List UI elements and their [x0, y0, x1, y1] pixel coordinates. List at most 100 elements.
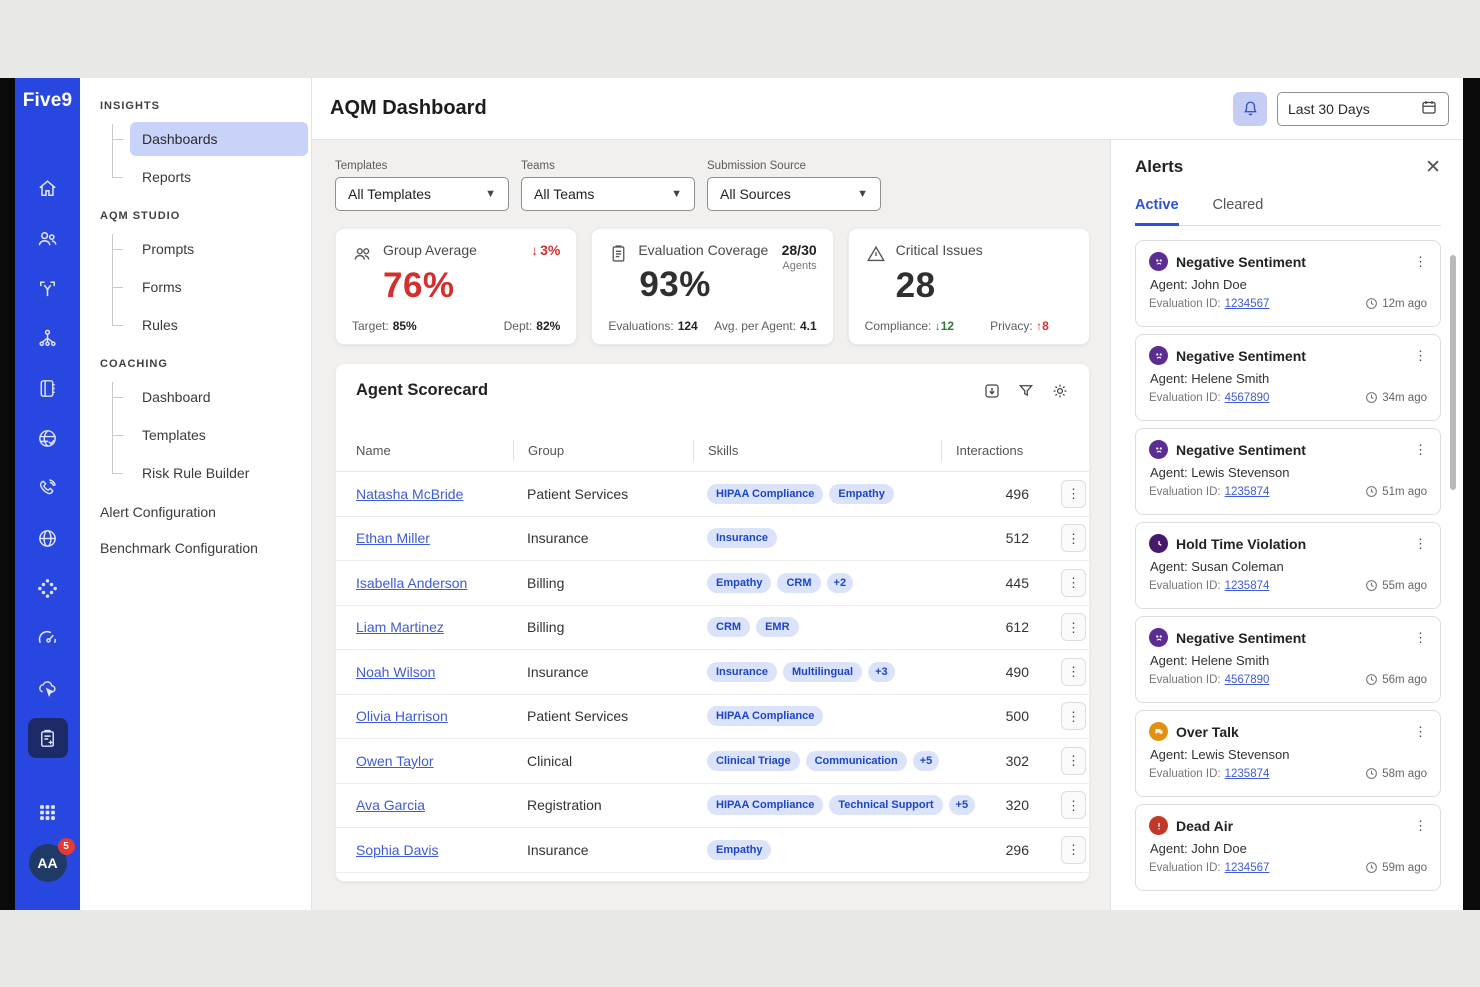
evaluation-id-label: Evaluation ID:	[1149, 861, 1221, 874]
tab-active[interactable]: Active	[1135, 197, 1179, 226]
row-actions-button[interactable]: ⋮	[1061, 568, 1086, 597]
phone-icon[interactable]	[28, 468, 68, 508]
teams-select[interactable]: All Teams ▼	[521, 177, 695, 211]
alert-card: Negative Sentiment ⋮ Agent: Lewis Steven…	[1135, 428, 1441, 515]
alert-menu-button[interactable]: ⋮	[1414, 724, 1427, 739]
agent-name-link[interactable]: Noah Wilson	[356, 663, 436, 680]
target-value: 85%	[392, 319, 417, 333]
agent-group: Registration	[513, 783, 693, 828]
download-icon[interactable]	[983, 382, 1001, 400]
gauge-icon[interactable]	[28, 618, 68, 658]
diamond-grid-icon[interactable]	[28, 568, 68, 608]
nav-item-forms[interactable]: Forms	[112, 270, 308, 304]
row-actions-button[interactable]: ⋮	[1061, 613, 1086, 642]
nav-item-dashboards[interactable]: Dashboards	[112, 122, 308, 156]
filter-funnel-icon[interactable]	[1017, 382, 1035, 400]
row-actions-button[interactable]: ⋮	[1061, 657, 1086, 686]
nav-item-reports[interactable]: Reports	[112, 160, 308, 194]
evaluation-id-link[interactable]: 1234567	[1224, 861, 1270, 874]
cloud-cursor-icon[interactable]	[28, 668, 68, 708]
agent-scorecard-table: Name Group Skills Interactions Natasha M…	[336, 430, 1089, 873]
evaluation-id-link[interactable]: 4567890	[1224, 391, 1270, 404]
alert-time: 55m ago	[1382, 579, 1427, 592]
evaluation-id-link[interactable]: 4567890	[1224, 673, 1270, 686]
row-actions-button[interactable]: ⋮	[1061, 524, 1086, 553]
row-actions-button[interactable]: ⋮	[1061, 746, 1086, 775]
column-header-group: Group	[513, 430, 693, 472]
nav-item-prompts[interactable]: Prompts	[112, 232, 308, 266]
globe-check-icon[interactable]	[28, 418, 68, 458]
row-actions-button[interactable]: ⋮	[1061, 791, 1086, 820]
chevron-down-icon: ▼	[485, 188, 496, 200]
row-actions-button[interactable]: ⋮	[1061, 835, 1086, 864]
table-row: Ethan Miller Insurance Insurance 512 ⋮	[336, 516, 1089, 561]
hierarchy-icon[interactable]	[28, 318, 68, 358]
agent-name-link[interactable]: Olivia Harrison	[356, 708, 448, 725]
skill-chip: Empathy	[707, 839, 772, 860]
agents-ratio-sub: Agents	[782, 259, 817, 272]
alert-menu-button[interactable]: ⋮	[1414, 442, 1427, 457]
clock-icon	[1366, 862, 1378, 873]
close-icon[interactable]: ✕	[1425, 156, 1441, 178]
alerts-panel: Alerts ✕ Active Cleared Negative Sentime…	[1110, 140, 1463, 910]
agent-name-link[interactable]: Natasha McBride	[356, 485, 464, 502]
row-actions-button[interactable]: ⋮	[1061, 479, 1086, 508]
tab-cleared[interactable]: Cleared	[1212, 197, 1264, 213]
clipboard-ai-icon[interactable]	[27, 718, 68, 758]
date-range-picker[interactable]: Last 30 Days	[1277, 91, 1449, 126]
agent-group: Insurance	[513, 516, 693, 561]
more-skills-chip[interactable]: +5	[948, 795, 976, 816]
agent-name-link[interactable]: Liam Martinez	[356, 619, 444, 636]
submission-source-select[interactable]: All Sources ▼	[707, 177, 881, 211]
alerts-tabs: Active Cleared	[1135, 197, 1441, 226]
evaluation-id-link[interactable]: 1235874	[1224, 485, 1270, 498]
templates-select[interactable]: All Templates ▼	[335, 177, 509, 211]
agent-name-link[interactable]: Ethan Miller	[356, 530, 430, 547]
agent-name-link[interactable]: Owen Taylor	[356, 752, 434, 769]
table-row: Sophia Davis Insurance Empathy 296 ⋮	[336, 827, 1089, 873]
evaluation-id-link[interactable]: 1235874	[1224, 767, 1270, 780]
group-icon	[354, 248, 370, 260]
user-avatar[interactable]: AA 5	[28, 838, 75, 882]
alert-menu-button[interactable]: ⋮	[1414, 630, 1427, 645]
more-skills-chip[interactable]: +5	[912, 750, 940, 771]
evaluation-coverage-card: Evaluation Coverage 28/30 Agents 93% Eval…	[591, 228, 834, 345]
nav-item-benchmark-configuration[interactable]: Benchmark Configuration	[100, 540, 258, 556]
alert-menu-button[interactable]: ⋮	[1414, 254, 1427, 269]
row-actions-button[interactable]: ⋮	[1061, 702, 1086, 731]
table-row: Owen Taylor Clinical Clinical Triage Comm…	[336, 738, 1089, 784]
alerts-title: Alerts	[1135, 157, 1184, 176]
critical-issues-value: 28	[895, 266, 936, 305]
target-label: Target:	[352, 319, 389, 333]
evaluation-id-link[interactable]: 1234567	[1224, 297, 1270, 310]
notebook-icon[interactable]	[28, 368, 68, 408]
notifications-button[interactable]	[1233, 91, 1267, 126]
nav-item-risk-rule-builder[interactable]: Risk Rule Builder	[112, 456, 308, 490]
nav-item-rules[interactable]: Rules	[112, 308, 308, 342]
nav-section-insights: INSIGHTS	[100, 100, 160, 112]
more-skills-chip[interactable]: +2	[826, 572, 854, 593]
agent-name-link[interactable]: Isabella Anderson	[356, 574, 468, 591]
nav-item-coaching-templates[interactable]: Templates	[112, 418, 308, 452]
settings-gear-icon[interactable]	[1051, 382, 1069, 400]
agent-name-link[interactable]: Ava Garcia	[356, 797, 425, 814]
routing-icon[interactable]	[28, 268, 68, 308]
alert-type: Hold Time Violation	[1176, 535, 1307, 552]
agent-name-link[interactable]: Sophia Davis	[356, 841, 439, 858]
alert-menu-button[interactable]: ⋮	[1414, 348, 1427, 363]
alert-menu-button[interactable]: ⋮	[1414, 536, 1427, 551]
interactions-value: 612	[941, 605, 1033, 650]
dead-air-icon	[1149, 816, 1168, 835]
alerts-scrollbar[interactable]	[1450, 255, 1456, 490]
evaluation-id-link[interactable]: 1235874	[1224, 579, 1270, 592]
users-icon[interactable]	[28, 218, 68, 258]
globe-icon[interactable]	[28, 518, 68, 558]
alert-agent: Agent: Lewis Stevenson	[1150, 465, 1290, 480]
apps-grid-icon[interactable]	[28, 792, 68, 832]
dept-label: Dept:	[503, 319, 533, 333]
nav-item-alert-configuration[interactable]: Alert Configuration	[100, 504, 216, 520]
alert-menu-button[interactable]: ⋮	[1414, 818, 1427, 833]
home-icon[interactable]	[28, 168, 68, 208]
nav-item-coaching-dashboard[interactable]: Dashboard	[112, 380, 308, 414]
more-skills-chip[interactable]: +3	[868, 661, 895, 682]
